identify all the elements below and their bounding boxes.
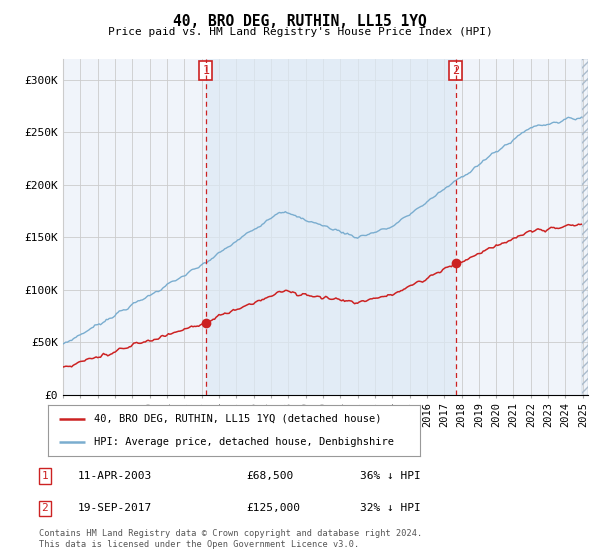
Text: 2: 2 [452, 64, 460, 77]
Text: 40, BRO DEG, RUTHIN, LL15 1YQ (detached house): 40, BRO DEG, RUTHIN, LL15 1YQ (detached … [95, 414, 382, 424]
Text: Price paid vs. HM Land Registry's House Price Index (HPI): Price paid vs. HM Land Registry's House … [107, 27, 493, 37]
Text: £125,000: £125,000 [246, 503, 300, 514]
Text: 1: 1 [202, 64, 209, 77]
Text: 36% ↓ HPI: 36% ↓ HPI [360, 471, 421, 481]
Text: 11-APR-2003: 11-APR-2003 [78, 471, 152, 481]
Text: 32% ↓ HPI: 32% ↓ HPI [360, 503, 421, 514]
Text: HPI: Average price, detached house, Denbighshire: HPI: Average price, detached house, Denb… [95, 437, 395, 447]
Text: £68,500: £68,500 [246, 471, 293, 481]
Text: 2: 2 [41, 503, 49, 514]
Text: 40, BRO DEG, RUTHIN, LL15 1YQ: 40, BRO DEG, RUTHIN, LL15 1YQ [173, 14, 427, 29]
Bar [206, 59, 456, 395]
Text: 19-SEP-2017: 19-SEP-2017 [78, 503, 152, 514]
Bar [582, 59, 588, 395]
Text: 1: 1 [41, 471, 49, 481]
Text: Contains HM Land Registry data © Crown copyright and database right 2024.
This d: Contains HM Land Registry data © Crown c… [39, 529, 422, 549]
